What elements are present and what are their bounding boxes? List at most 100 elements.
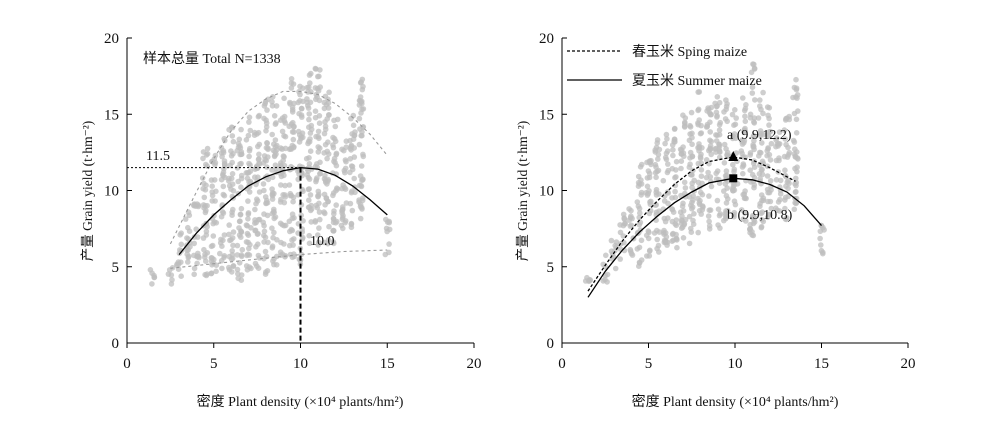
y-tick-label: 20 (539, 31, 554, 47)
scatter-point (256, 141, 263, 148)
scatter-point (230, 242, 236, 249)
scatter-point (313, 177, 320, 183)
scatter-point (307, 99, 314, 106)
scatter-point (330, 190, 337, 196)
scatter-point (608, 248, 615, 254)
scatter-point (706, 218, 712, 225)
scatter-point (360, 151, 366, 158)
scatter-point (716, 127, 723, 133)
scatter-point (732, 201, 739, 208)
scatter-point (670, 147, 676, 153)
scatter-point (674, 237, 680, 243)
scatter-point (291, 124, 297, 130)
scatter-point (230, 229, 237, 235)
scatter-point (766, 105, 773, 111)
scatter-point (357, 215, 364, 222)
scatter-point (256, 151, 262, 158)
scatter-point (238, 205, 245, 212)
scatter-point (322, 141, 329, 148)
scatter-point (193, 226, 199, 232)
x-tick-label: 20 (901, 356, 916, 372)
scatter-point (306, 240, 313, 247)
right-optimum-markers (728, 150, 739, 183)
scatter-point (246, 189, 253, 195)
series-line-series-0 (587, 156, 796, 292)
scatter-point (765, 133, 772, 139)
scatter-point (201, 194, 208, 201)
scatter-point (792, 189, 799, 195)
scatter-point (247, 178, 254, 185)
scatter-point (217, 250, 223, 257)
scatter-point (255, 265, 262, 272)
scatter-point (306, 197, 312, 203)
scatter-point (669, 238, 675, 244)
scatter-point (204, 145, 211, 152)
scatter-point (306, 139, 313, 145)
scatter-point (705, 169, 711, 176)
scatter-point (360, 83, 366, 90)
scatter-point (291, 129, 297, 135)
scatter-point (261, 103, 268, 109)
scatter-point (210, 220, 216, 227)
scatter-point (743, 218, 749, 224)
scatter-point (230, 138, 237, 145)
scatter-point (300, 85, 306, 91)
scatter-point (243, 170, 250, 176)
scatter-point (690, 217, 696, 224)
scatter-point (714, 168, 721, 174)
scatter-point (245, 132, 252, 139)
scatter-point (740, 170, 746, 177)
scatter-point (793, 116, 800, 123)
scatter-point (646, 188, 652, 194)
scatter-point (269, 192, 276, 199)
scatter-point (272, 137, 279, 143)
scatter-point (767, 178, 774, 184)
scatter-point (686, 213, 693, 220)
scatter-point (229, 124, 236, 131)
scatter-point (636, 205, 643, 212)
scatter-point (271, 113, 278, 119)
scatter-point (149, 281, 155, 287)
scatter-point (673, 217, 680, 223)
scatter-point (252, 220, 258, 226)
scatter-point (731, 182, 738, 188)
scatter-point (256, 189, 263, 195)
scatter-point (237, 145, 244, 151)
scatter-point (660, 177, 667, 184)
scatter-point (384, 228, 390, 235)
scatter-point (698, 122, 704, 129)
scatter-point (315, 128, 322, 135)
scatter-point (708, 151, 714, 158)
scatter-point (269, 167, 275, 173)
x-tick-label: 0 (558, 356, 566, 372)
scatter-point (386, 249, 392, 256)
scatter-point (315, 149, 322, 155)
scatter-point (688, 109, 695, 116)
scatter-point (793, 182, 799, 189)
scatter-point (300, 98, 306, 105)
series-line-fitted (178, 166, 388, 256)
scatter-point (747, 152, 753, 158)
scatter-point (773, 135, 780, 141)
scatter-point (751, 164, 758, 170)
scatter-point (273, 103, 280, 109)
scatter-point (330, 228, 337, 234)
scatter-point (644, 192, 651, 198)
scatter-point (613, 239, 620, 245)
scatter-point (247, 127, 254, 134)
scatter-point (691, 177, 697, 184)
left-total-n-label: 样本总量 Total N=1338 (143, 51, 281, 67)
scatter-point (697, 154, 704, 160)
scatter-point (749, 232, 755, 238)
scatter-point (766, 115, 772, 122)
scatter-point (246, 153, 252, 160)
scatter-point (751, 143, 757, 150)
scatter-point (751, 184, 757, 191)
scatter-point (673, 222, 680, 229)
scatter-point (321, 130, 328, 137)
scatter-point (322, 210, 328, 217)
scatter-point (678, 165, 684, 172)
scatter-point (794, 95, 800, 101)
scatter-point (747, 111, 754, 118)
